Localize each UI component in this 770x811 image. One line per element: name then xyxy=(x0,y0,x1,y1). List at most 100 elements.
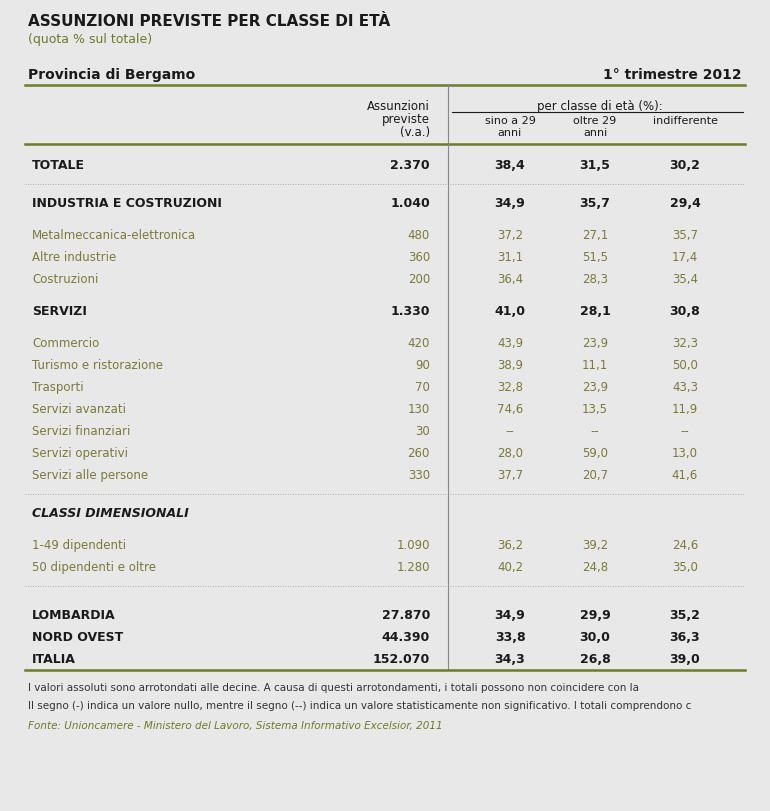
Text: 37,2: 37,2 xyxy=(497,229,523,242)
Text: 152.070: 152.070 xyxy=(373,652,430,665)
Text: Fonte: Unioncamere - Ministero del Lavoro, Sistema Informativo Excelsior, 2011: Fonte: Unioncamere - Ministero del Lavor… xyxy=(28,720,443,730)
Text: ITALIA: ITALIA xyxy=(32,652,76,665)
Text: --: -- xyxy=(591,424,599,437)
Text: 36,3: 36,3 xyxy=(670,630,700,643)
Text: 28,3: 28,3 xyxy=(582,272,608,285)
Text: 130: 130 xyxy=(408,402,430,415)
Text: 35,7: 35,7 xyxy=(672,229,698,242)
Text: 30,0: 30,0 xyxy=(580,630,611,643)
Text: Servizi avanzati: Servizi avanzati xyxy=(32,402,126,415)
Text: 35,4: 35,4 xyxy=(672,272,698,285)
Text: (quota % sul totale): (quota % sul totale) xyxy=(28,33,152,46)
Text: 23,9: 23,9 xyxy=(582,380,608,393)
Text: 30,8: 30,8 xyxy=(670,305,701,318)
Text: 90: 90 xyxy=(415,358,430,371)
Text: 70: 70 xyxy=(415,380,430,393)
Text: anni: anni xyxy=(583,128,607,138)
Text: 34,9: 34,9 xyxy=(494,608,525,621)
Text: 30,2: 30,2 xyxy=(670,159,701,172)
Text: 27.870: 27.870 xyxy=(382,608,430,621)
Text: 51,5: 51,5 xyxy=(582,251,608,264)
Text: sino a 29: sino a 29 xyxy=(484,116,535,126)
Text: I valori assoluti sono arrotondati alle decine. A causa di questi arrotondamenti: I valori assoluti sono arrotondati alle … xyxy=(28,682,639,692)
Text: 29,9: 29,9 xyxy=(580,608,611,621)
Text: Commercio: Commercio xyxy=(32,337,99,350)
Text: 11,1: 11,1 xyxy=(582,358,608,371)
Text: 59,0: 59,0 xyxy=(582,446,608,460)
Text: 420: 420 xyxy=(407,337,430,350)
Text: 24,6: 24,6 xyxy=(672,539,698,551)
Text: 260: 260 xyxy=(407,446,430,460)
Text: Turismo e ristorazione: Turismo e ristorazione xyxy=(32,358,163,371)
Text: TOTALE: TOTALE xyxy=(32,159,85,172)
Text: 34,9: 34,9 xyxy=(494,197,525,210)
Text: 74,6: 74,6 xyxy=(497,402,523,415)
Text: 360: 360 xyxy=(408,251,430,264)
Text: per classe di età (%):: per classe di età (%): xyxy=(537,100,663,113)
Text: 43,3: 43,3 xyxy=(672,380,698,393)
Text: 31,5: 31,5 xyxy=(580,159,611,172)
Text: 13,5: 13,5 xyxy=(582,402,608,415)
Text: LOMBARDIA: LOMBARDIA xyxy=(32,608,115,621)
Text: INDUSTRIA E COSTRUZIONI: INDUSTRIA E COSTRUZIONI xyxy=(32,197,222,210)
Text: 480: 480 xyxy=(408,229,430,242)
Text: 26,8: 26,8 xyxy=(580,652,611,665)
Text: Il segno (-) indica un valore nullo, mentre il segno (--) indica un valore stati: Il segno (-) indica un valore nullo, men… xyxy=(28,700,691,710)
Text: 39,2: 39,2 xyxy=(582,539,608,551)
Text: 36,4: 36,4 xyxy=(497,272,523,285)
Text: 28,1: 28,1 xyxy=(580,305,611,318)
Text: 23,9: 23,9 xyxy=(582,337,608,350)
Text: 50,0: 50,0 xyxy=(672,358,698,371)
Text: 37,7: 37,7 xyxy=(497,469,523,482)
Text: Altre industrie: Altre industrie xyxy=(32,251,116,264)
Text: 32,8: 32,8 xyxy=(497,380,523,393)
Text: 38,4: 38,4 xyxy=(494,159,525,172)
Text: 2.370: 2.370 xyxy=(390,159,430,172)
Text: NORD OVEST: NORD OVEST xyxy=(32,630,123,643)
Text: 11,9: 11,9 xyxy=(672,402,698,415)
Text: 1.280: 1.280 xyxy=(397,560,430,573)
Text: 1.040: 1.040 xyxy=(390,197,430,210)
Text: previste: previste xyxy=(382,113,430,126)
Text: oltre 29: oltre 29 xyxy=(574,116,617,126)
Text: 35,2: 35,2 xyxy=(670,608,701,621)
Text: 34,3: 34,3 xyxy=(494,652,525,665)
Text: CLASSI DIMENSIONALI: CLASSI DIMENSIONALI xyxy=(32,506,189,519)
Text: Provincia di Bergamo: Provincia di Bergamo xyxy=(28,68,196,82)
Text: 28,0: 28,0 xyxy=(497,446,523,460)
Text: 41,6: 41,6 xyxy=(672,469,698,482)
Text: indifferente: indifferente xyxy=(652,116,718,126)
Text: 44.390: 44.390 xyxy=(382,630,430,643)
Text: (v.a.): (v.a.) xyxy=(400,126,430,139)
Text: 35,0: 35,0 xyxy=(672,560,698,573)
Text: 33,8: 33,8 xyxy=(494,630,525,643)
Text: Assunzioni: Assunzioni xyxy=(367,100,430,113)
Text: ASSUNZIONI PREVISTE PER CLASSE DI ETÀ: ASSUNZIONI PREVISTE PER CLASSE DI ETÀ xyxy=(28,14,390,29)
Text: 1.330: 1.330 xyxy=(390,305,430,318)
Text: Servizi finanziari: Servizi finanziari xyxy=(32,424,130,437)
Text: 200: 200 xyxy=(408,272,430,285)
Text: 41,0: 41,0 xyxy=(494,305,525,318)
Text: 35,7: 35,7 xyxy=(580,197,611,210)
Text: 31,1: 31,1 xyxy=(497,251,523,264)
Text: Servizi operativi: Servizi operativi xyxy=(32,446,128,460)
Text: 17,4: 17,4 xyxy=(672,251,698,264)
Text: 36,2: 36,2 xyxy=(497,539,523,551)
Text: 1.090: 1.090 xyxy=(397,539,430,551)
Text: 39,0: 39,0 xyxy=(670,652,701,665)
Text: 13,0: 13,0 xyxy=(672,446,698,460)
Text: Metalmeccanica-elettronica: Metalmeccanica-elettronica xyxy=(32,229,196,242)
Text: 1° trimestre 2012: 1° trimestre 2012 xyxy=(604,68,742,82)
Text: --: -- xyxy=(681,424,689,437)
Text: 30: 30 xyxy=(415,424,430,437)
Text: Costruzioni: Costruzioni xyxy=(32,272,99,285)
Text: Servizi alle persone: Servizi alle persone xyxy=(32,469,148,482)
Text: Trasporti: Trasporti xyxy=(32,380,84,393)
Text: 32,3: 32,3 xyxy=(672,337,698,350)
Text: 40,2: 40,2 xyxy=(497,560,523,573)
Text: SERVIZI: SERVIZI xyxy=(32,305,87,318)
Text: 50 dipendenti e oltre: 50 dipendenti e oltre xyxy=(32,560,156,573)
Text: 20,7: 20,7 xyxy=(582,469,608,482)
Text: 29,4: 29,4 xyxy=(670,197,701,210)
Text: 1-49 dipendenti: 1-49 dipendenti xyxy=(32,539,126,551)
